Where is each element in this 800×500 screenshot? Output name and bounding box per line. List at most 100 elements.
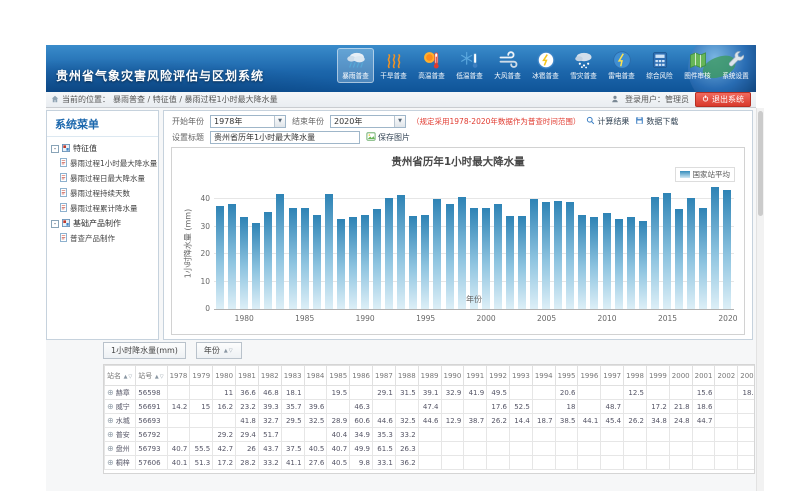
- year-header-1995[interactable]: 1995: [554, 365, 579, 386]
- vertical-scrollbar[interactable]: [756, 108, 764, 491]
- bar-1981[interactable]: [252, 222, 261, 309]
- bar-2008[interactable]: [578, 214, 587, 309]
- bar-2015[interactable]: [662, 192, 671, 309]
- bar-2010[interactable]: [602, 213, 611, 309]
- bar-2009[interactable]: [590, 217, 599, 309]
- year-header-1992[interactable]: 1992: [486, 365, 510, 386]
- scrollbar-thumb[interactable]: [758, 111, 763, 216]
- bar-2011[interactable]: [614, 218, 623, 309]
- table-row[interactable]: ⊕ 水城 56693 41.8 32.7 29.5 32.5 28.9 60.6 44.6 32.5…: [104, 413, 754, 428]
- tree-collapse-icon[interactable]: -: [51, 219, 59, 228]
- bar-1998[interactable]: [457, 196, 466, 309]
- bar-1985[interactable]: [300, 207, 309, 309]
- year-header-1981[interactable]: 1981: [235, 365, 259, 386]
- bar-2016[interactable]: [675, 209, 683, 309]
- year-header-1994[interactable]: 1994: [531, 365, 556, 386]
- year-header-1998[interactable]: 1998: [623, 365, 647, 386]
- bar-1980[interactable]: [240, 217, 249, 309]
- year-header-1991[interactable]: 1991: [463, 365, 488, 386]
- bar-1984[interactable]: [288, 207, 297, 309]
- sidebar-item[interactable]: 暴雨过程日最大降水量: [48, 171, 157, 186]
- chart-title-input[interactable]: 贵州省历年1小时最大降水量: [210, 130, 360, 144]
- station-name-header[interactable]: 站名 ▲▽: [104, 365, 137, 386]
- bar-2001[interactable]: [493, 203, 502, 309]
- data-table-wrap[interactable]: 站名 ▲▽ 站号 ▲▽ 1978 1979 1980 1981 1982 1983 1984 19…: [103, 364, 755, 474]
- data-download-button[interactable]: 数据下载: [635, 116, 678, 127]
- bar-1982[interactable]: [264, 211, 273, 309]
- row-expand-icon[interactable]: ⊕: [107, 429, 114, 439]
- table-row[interactable]: ⊕ 盘州 56793 40.7 55.5 42.7 26 43.7 37.5 40.5 40.7 49…: [104, 441, 754, 456]
- bar-1995[interactable]: [421, 214, 430, 309]
- toolbar-item-map-review[interactable]: 图件审核: [679, 48, 716, 83]
- save-image-button[interactable]: 保存图片: [366, 131, 410, 143]
- toolbar-item-system-settings[interactable]: 系统设置: [717, 48, 754, 83]
- year-header-1985[interactable]: 1985: [326, 365, 351, 386]
- toolbar-item-drought[interactable]: 干旱普查: [375, 48, 412, 83]
- row-expand-icon[interactable]: ⊕: [107, 415, 114, 425]
- sidebar-group-0[interactable]: - 特征值: [48, 141, 157, 156]
- year-header-1996[interactable]: 1996: [577, 365, 602, 386]
- measure-chip[interactable]: 1小时降水量(mm): [103, 342, 186, 359]
- sort-arrows-icon[interactable]: ▲▽: [152, 373, 165, 380]
- bar-1983[interactable]: [276, 193, 285, 309]
- bar-1978[interactable]: [216, 206, 225, 309]
- year-header-1978[interactable]: 1978: [166, 365, 191, 386]
- sort-arrows-icon[interactable]: ▲▽: [121, 373, 134, 380]
- bar-1993[interactable]: [397, 195, 406, 309]
- sidebar-group-1[interactable]: - 基础产品制作: [48, 216, 157, 231]
- bar-2004[interactable]: [530, 199, 539, 309]
- toolbar-item-hail[interactable]: 冰雹普查: [527, 48, 564, 83]
- start-year-select[interactable]: 1978年 ▼: [210, 114, 286, 128]
- sidebar-item[interactable]: 暴雨过程持续天数: [48, 186, 157, 201]
- year-header-1988[interactable]: 1988: [394, 365, 419, 386]
- bar-1996[interactable]: [433, 199, 442, 309]
- sidebar-item[interactable]: 暴雨过程累计降水量: [48, 201, 157, 216]
- bar-1999[interactable]: [469, 207, 478, 309]
- year-header-1999[interactable]: 1999: [645, 365, 670, 386]
- bar-2005[interactable]: [542, 202, 551, 309]
- bar-2006[interactable]: [554, 200, 563, 309]
- toolbar-item-rainstorm[interactable]: 暴雨普查: [337, 48, 374, 83]
- calculate-button[interactable]: 计算结果: [586, 116, 629, 127]
- chart-legend[interactable]: 国家站平均: [674, 167, 735, 182]
- bar-1991[interactable]: [373, 209, 382, 309]
- toolbar-item-low-temp[interactable]: 低温普查: [451, 48, 488, 83]
- bar-2018[interactable]: [699, 207, 708, 309]
- bar-2014[interactable]: [650, 196, 659, 309]
- year-header-1983[interactable]: 1983: [280, 365, 305, 386]
- bar-2020[interactable]: [723, 189, 732, 309]
- bar-1992[interactable]: [385, 198, 394, 309]
- year-header-1993[interactable]: 1993: [508, 365, 533, 386]
- year-header-1987[interactable]: 1987: [372, 365, 396, 386]
- year-header-1982[interactable]: 1982: [257, 365, 282, 386]
- year-header-2002[interactable]: 2002: [714, 365, 739, 386]
- bar-2000[interactable]: [481, 207, 490, 309]
- bar-2002[interactable]: [505, 215, 514, 309]
- sidebar-item[interactable]: 暴雨过程1小时最大降水量: [48, 156, 157, 171]
- breadcrumb-path[interactable]: 暴雨普查 / 特征值 / 暴雨过程1小时最大降水量: [113, 95, 278, 104]
- bar-2017[interactable]: [687, 198, 696, 309]
- bar-2012[interactable]: [626, 217, 635, 309]
- year-header-1984[interactable]: 1984: [303, 365, 328, 386]
- year-header-1979[interactable]: 1979: [189, 365, 214, 386]
- sort-arrows-icon[interactable]: ▲▽: [223, 347, 234, 354]
- year-header-2003[interactable]: 2003: [737, 365, 754, 386]
- toolbar-item-snow[interactable]: 雪灾普查: [565, 48, 602, 83]
- year-header-2001[interactable]: 2001: [691, 365, 716, 386]
- year-header-1980[interactable]: 1980: [212, 365, 237, 386]
- table-row[interactable]: ⊕ 桐梓 57606 40.1 51.3 17.2 28.2 33.2 41.1 27.6 40.5…: [104, 455, 754, 470]
- row-expand-icon[interactable]: ⊕: [107, 443, 114, 453]
- table-row[interactable]: ⊕ 赫章 56598 11 36.6 46.8 18.1 19.5 29.1 31.5 39.1 32…: [104, 385, 754, 400]
- toolbar-item-lightning[interactable]: 雷电普查: [603, 48, 640, 83]
- year-header-1997[interactable]: 1997: [600, 365, 625, 386]
- bar-1990[interactable]: [360, 214, 369, 309]
- bar-1979[interactable]: [228, 203, 237, 309]
- toolbar-item-wind[interactable]: 大风普查: [489, 48, 526, 83]
- row-expand-icon[interactable]: ⊕: [107, 457, 114, 467]
- toolbar-item-high-temp[interactable]: 高温普查: [413, 48, 450, 83]
- table-row[interactable]: ⊕普安5679229.229.451.740.434.935.333.24339…: [104, 427, 754, 442]
- bar-1987[interactable]: [324, 193, 333, 309]
- bar-2013[interactable]: [638, 221, 647, 309]
- row-expand-icon[interactable]: ⊕: [107, 401, 114, 411]
- bar-1989[interactable]: [348, 217, 357, 309]
